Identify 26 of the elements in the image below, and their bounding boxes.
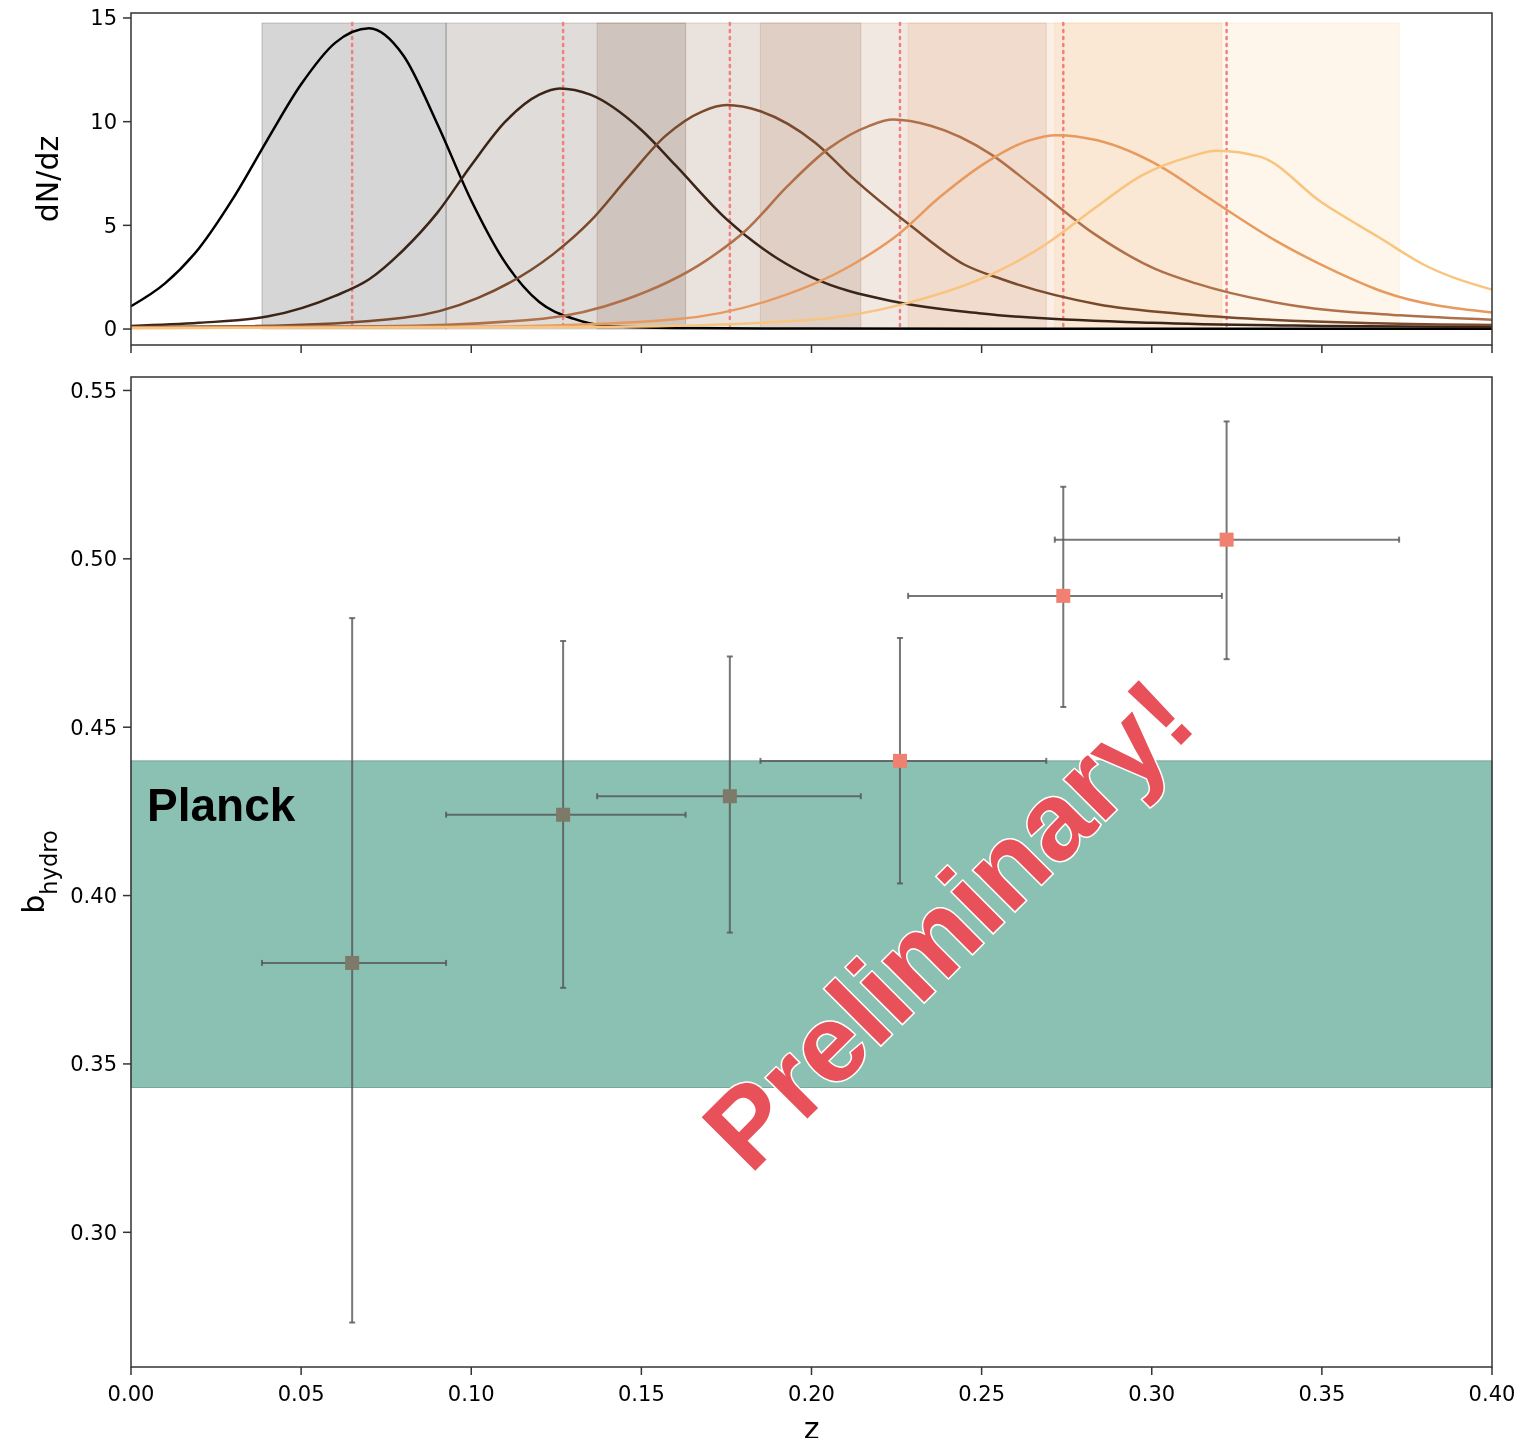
- y-tick-label: 15: [90, 6, 117, 31]
- point: [1219, 532, 1234, 547]
- x-tick-label: 0.35: [1298, 1382, 1346, 1406]
- y-tick-label: 0: [103, 317, 117, 342]
- y-tick-label: 0.35: [70, 1052, 117, 1077]
- y-tick-label: 0.30: [70, 1220, 117, 1245]
- x-tick-label: 0.05: [277, 1382, 325, 1406]
- point: [345, 955, 360, 970]
- x-tick-label: 0.10: [447, 1382, 495, 1406]
- y-tick-label: 0.55: [70, 378, 117, 403]
- x-tick-label: 0.25: [958, 1382, 1006, 1406]
- y-tick-label: 10: [90, 110, 117, 135]
- y-tick-label: 0.45: [70, 715, 117, 740]
- point: [1056, 588, 1071, 603]
- x-tick-label: 0.30: [1128, 1382, 1176, 1406]
- x-tick-label: 0.00: [107, 1382, 155, 1406]
- x-tick-label: 0.40: [1468, 1382, 1516, 1406]
- x-tick-label: 0.15: [617, 1382, 665, 1406]
- y-axis-title: dN/dz: [30, 135, 65, 223]
- point: [556, 807, 571, 822]
- band-label: Planck: [147, 778, 296, 831]
- line-series: [129, 27, 1494, 331]
- x-tick-label: 0.20: [788, 1382, 835, 1406]
- y-tick-label: 5: [103, 213, 117, 238]
- y-tick-label: 0.50: [70, 547, 117, 572]
- y-tick-label: 0.40: [70, 883, 117, 908]
